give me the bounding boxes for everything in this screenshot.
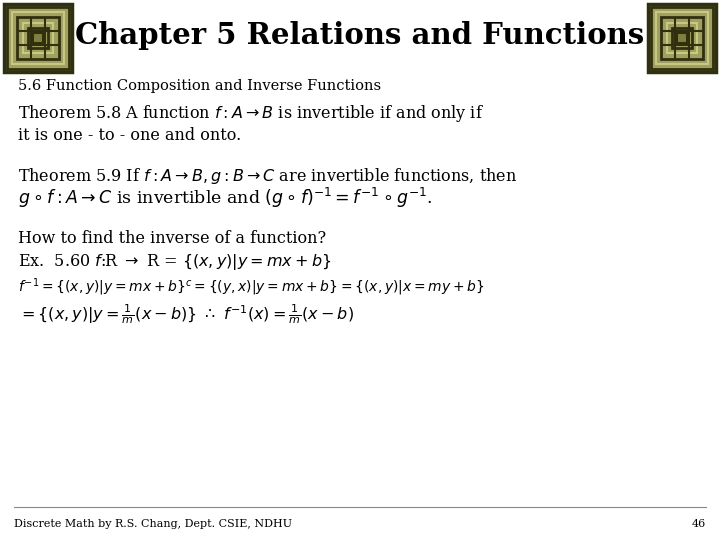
Bar (4, 4, 72, 72)
Text: Ex.  5.60 $f$:R $\rightarrow$ R = $\{(x, y)|y = mx + b\}$: Ex. 5.60 $f$:R $\rightarrow$ R = $\{(x, … (18, 252, 331, 272)
Bar (648, 4, 716, 72)
Bar (32, 32, 43, 43)
Bar (12, 12, 64, 64)
Text: it is one - to - one and onto.: it is one - to - one and onto. (18, 126, 241, 144)
Text: How to find the inverse of a function?: How to find the inverse of a function? (18, 230, 326, 247)
Text: Theorem 5.8 A function $f : A \rightarrow B$ is invertible if and only if: Theorem 5.8 A function $f : A \rightarro… (18, 103, 484, 124)
Bar (29, 29, 48, 48)
Bar (672, 29, 691, 48)
Bar (661, 17, 703, 59)
Text: $= \{(x, y)|y = \frac{1}{m}(x - b)\}$ $\therefore$ $f^{-1}(x) = \frac{1}{m}(x - : $= \{(x, y)|y = \frac{1}{m}(x - b)\}$ $\… (18, 302, 354, 326)
Bar (4, 4, 72, 72)
Text: $g \circ f : A \rightarrow C$ is invertible and $(g \circ f)^{-1} = f^{-1} \circ: $g \circ f : A \rightarrow C$ is inverti… (18, 186, 433, 210)
Text: 5.6 Function Composition and Inverse Functions: 5.6 Function Composition and Inverse Fun… (18, 79, 381, 93)
Text: Discrete Math by R.S. Chang, Dept. CSIE, NDHU: Discrete Math by R.S. Chang, Dept. CSIE,… (14, 519, 292, 529)
Bar (652, 8, 713, 69)
Text: $f^{-1} = \{(x, y)|y = mx + b\}^c = \{(y, x)|y = mx + b\} = \{(x, y)|x = my + b\: $f^{-1} = \{(x, y)|y = mx + b\}^c = \{(y… (18, 276, 485, 298)
Bar (7, 8, 68, 69)
Bar (648, 4, 716, 72)
Bar (677, 32, 688, 43)
Bar (667, 23, 697, 53)
Text: Chapter 5 Relations and Functions: Chapter 5 Relations and Functions (76, 21, 644, 50)
Bar (17, 17, 59, 59)
Bar (23, 23, 53, 53)
Text: 46: 46 (692, 519, 706, 529)
Bar (656, 12, 708, 64)
Text: Theorem 5.9 If $f : A \rightarrow B, g: B \rightarrow C$ are invertible function: Theorem 5.9 If $f : A \rightarrow B, g: … (18, 165, 517, 186)
